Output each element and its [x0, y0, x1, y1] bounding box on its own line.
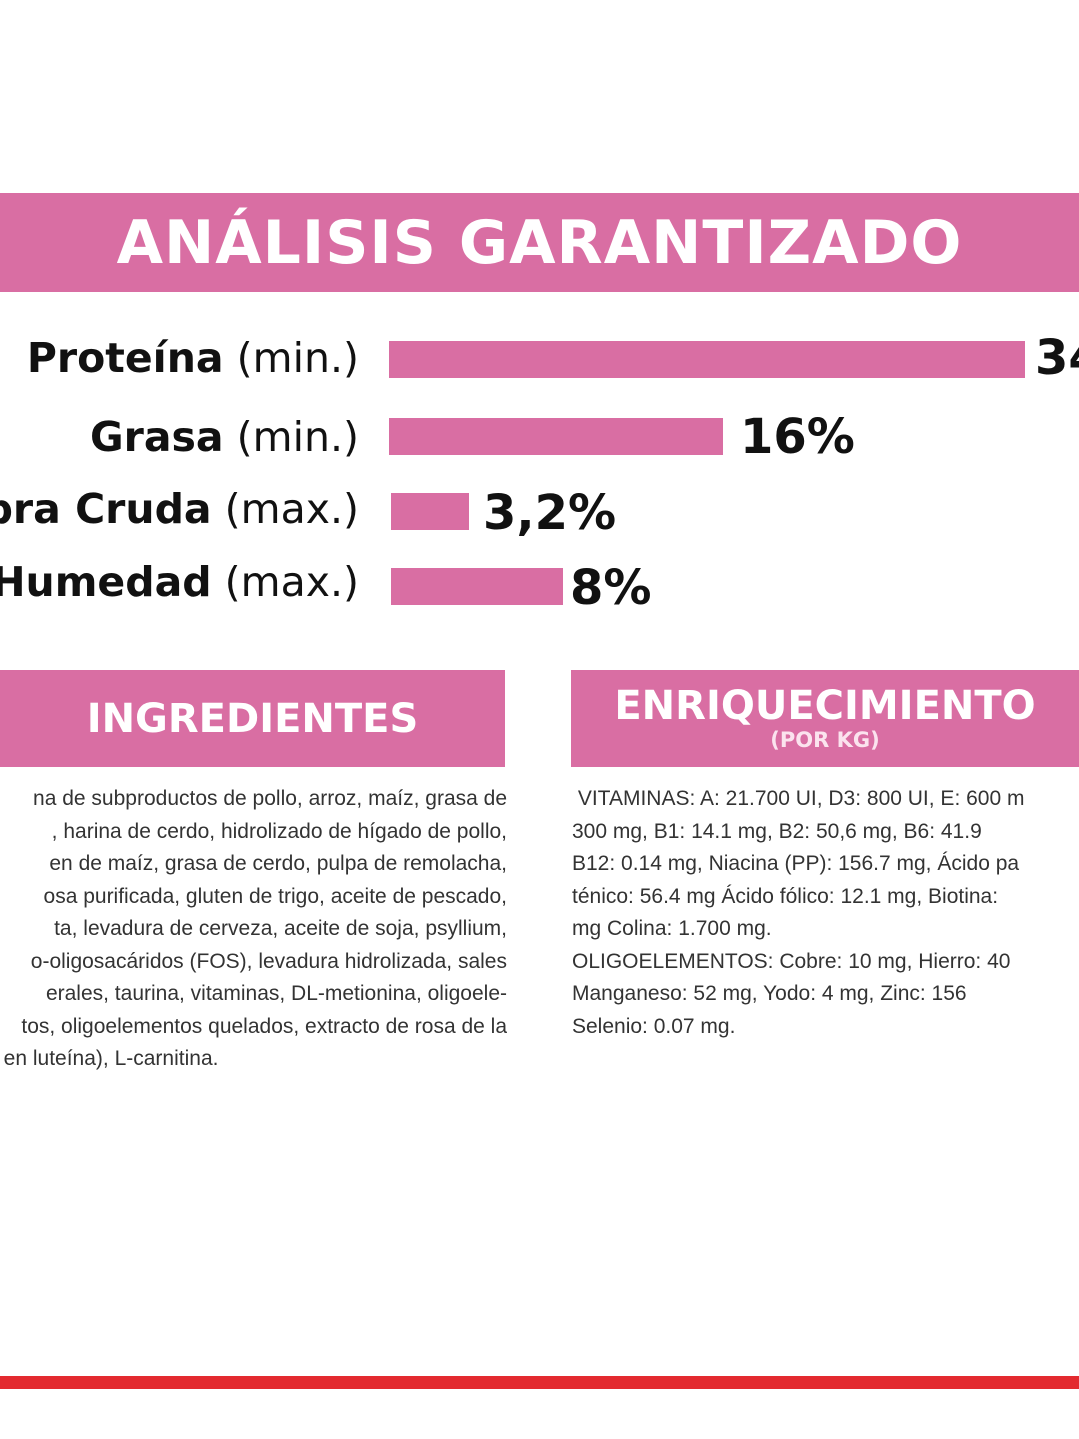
bar-fiber [391, 493, 469, 530]
enrichment-text: VITAMINAS: A: 21.700 UI, D3: 800 UI, E: … [572, 783, 1079, 1043]
analysis-title: ANÁLISIS GARANTIZADO [116, 207, 963, 278]
footer-red-line [0, 1376, 1079, 1389]
ingredients-line: na de subproductos de pollo, arroz, maíz… [33, 787, 507, 810]
bar-moisture [391, 568, 563, 605]
enrichment-line: VITAMINAS: A: 21.700 UI, D3: 800 UI, E: … [572, 787, 1025, 810]
value-fat: 16% [740, 409, 855, 465]
ingredients-line: (rico en luteína), L-carnitina. [0, 1047, 219, 1070]
enrichment-line: Manganeso: 52 mg, Yodo: 4 mg, Zinc: 156 [572, 982, 967, 1005]
enrichment-banner: ENRIQUECIMIENTO (POR KG) [571, 670, 1079, 767]
row-label: bra Cruda (max.) [0, 485, 359, 533]
ingredients-title: INGREDIENTES [86, 695, 419, 742]
ingredients-line: osa purificada, gluten de trigo, aceite … [43, 884, 507, 908]
bar-protein [389, 341, 1025, 378]
enrichment-line: mg Colina: 1.700 mg. [572, 917, 772, 940]
row-fat: Grasa (min.) 16% [0, 412, 1079, 462]
bar-fat [389, 418, 723, 455]
row-protein: Proteína (min.) 34 [0, 333, 1079, 383]
ingredients-line: tos, oligoelementos quelados, extracto d… [21, 1014, 507, 1038]
ingredients-line: o-oligosacáridos (FOS), levadura hidroli… [30, 949, 507, 973]
row-label: Humedad (max.) [0, 558, 359, 606]
row-label: Grasa (min.) [89, 413, 359, 461]
enrichment-line: Selenio: 0.07 mg. [572, 1014, 736, 1038]
enrichment-title: ENRIQUECIMIENTO [614, 682, 1036, 729]
row-fiber: bra Cruda (max.) 3,2% [0, 484, 1079, 538]
ingredients-line: en de maíz, grasa de cerdo, pulpa de rem… [49, 852, 507, 875]
value-moisture: 8% [570, 560, 652, 616]
enrichment-line: ténico: 56.4 mg Ácido fólico: 12.1 mg, B… [572, 884, 999, 908]
ingredients-banner: INGREDIENTES [0, 670, 505, 767]
ingredients-line: erales, taurina, vitaminas, DL-metionina… [45, 982, 507, 1005]
row-moisture: Humedad (max.) 8% [0, 557, 1079, 613]
enrichment-line: B12: 0.14 mg, Niacina (PP): 156.7 mg, Ác… [572, 852, 1020, 875]
value-fiber: 3,2% [483, 485, 617, 541]
value-protein: 34 [1035, 330, 1079, 386]
analysis-banner: ANÁLISIS GARANTIZADO [0, 193, 1079, 292]
enrichment-line: 300 mg, B1: 14.1 mg, B2: 50,6 mg, B6: 41… [572, 819, 982, 843]
ingredients-line: ta, levadura de cerveza, aceite de soja,… [54, 917, 507, 940]
enrichment-line: OLIGOELEMENTOS: Cobre: 10 mg, Hierro: 40 [572, 949, 1011, 973]
ingredients-line: , harina de cerdo, hidrolizado de hígado… [51, 819, 507, 843]
ingredients-text: na de subproductos de pollo, arroz, maíz… [0, 783, 507, 1076]
row-label: Proteína (min.) [26, 334, 359, 382]
enrichment-subtitle: (POR KG) [770, 727, 880, 752]
